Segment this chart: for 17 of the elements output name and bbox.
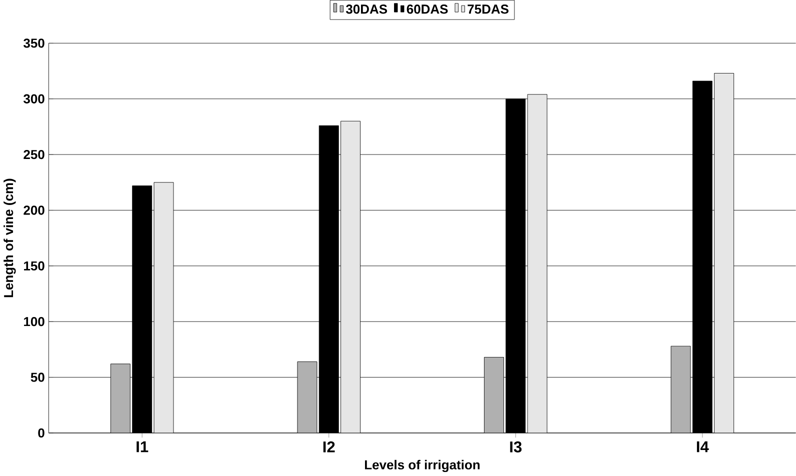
x-tick-label: I3 xyxy=(510,442,522,453)
y-tick-label: 300 xyxy=(24,94,44,104)
y-tick-label: 200 xyxy=(24,206,44,215)
legend-label: 75DAS xyxy=(468,4,508,14)
y-tick-label: 50 xyxy=(30,372,44,382)
y-tick-label: 350 xyxy=(24,38,44,48)
x-tick-label: I2 xyxy=(323,442,335,452)
legend-label: 30DAS xyxy=(346,4,388,14)
y-tick-label: 0 xyxy=(38,428,44,438)
y-tick-label: 250 xyxy=(24,150,44,160)
y-tick-label: 150 xyxy=(24,261,44,271)
y-axis-title: Length of vine (cm) xyxy=(4,178,16,298)
x-tick-label: I4 xyxy=(696,442,709,452)
y-tick-label: 100 xyxy=(24,317,44,326)
x-axis-title: Levels of irrigation xyxy=(365,460,480,472)
legend-label: 60DAS xyxy=(406,4,448,14)
x-tick-label: I1 xyxy=(136,442,148,452)
